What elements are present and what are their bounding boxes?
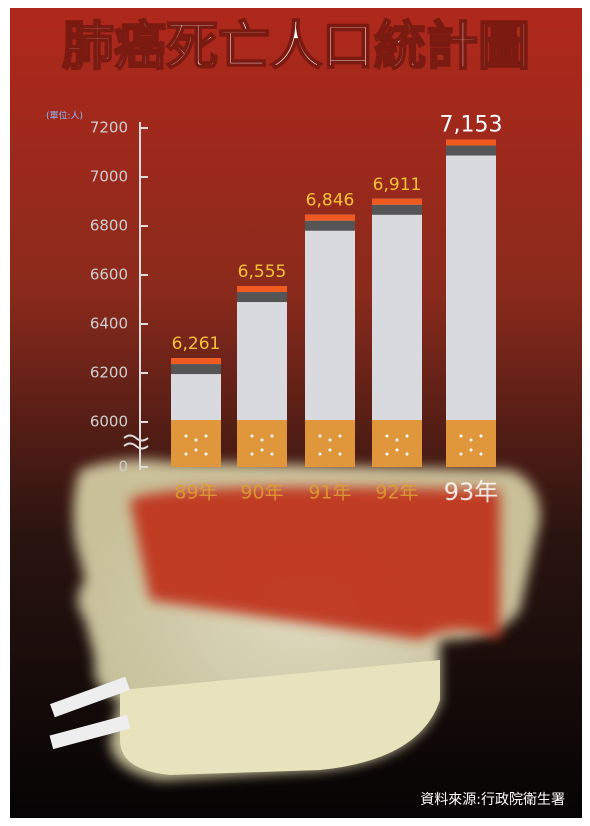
value-label: 6,555 [238, 262, 287, 282]
filter-dot [385, 434, 389, 438]
bar-ash-band [171, 364, 221, 375]
bar-ash-band [446, 145, 496, 156]
filter-dot [459, 452, 463, 456]
filter-dot [405, 434, 409, 438]
y-tick-label: 6400 [90, 315, 128, 333]
bar-filter [446, 420, 496, 467]
bar-filter [171, 420, 221, 467]
y-tick-label: 6600 [90, 266, 128, 284]
bar-tip [305, 214, 355, 221]
filter-dot [338, 452, 342, 456]
filter-dot [318, 434, 322, 438]
filter-dot [469, 438, 473, 442]
y-tick-label: 6200 [90, 364, 128, 382]
filter-dot [328, 438, 332, 442]
value-label: 6,261 [172, 334, 221, 354]
y-tick-label: 7200 [90, 119, 128, 137]
filter-dot [194, 448, 198, 452]
axis-break [123, 434, 149, 450]
bar-tip [171, 358, 221, 365]
y-tick-label: 0 [118, 458, 128, 476]
value-label: 6,911 [373, 175, 422, 195]
bar-filter [372, 420, 422, 467]
bar-ash-band [372, 204, 422, 215]
filter-dot [184, 434, 188, 438]
filter-dot [459, 434, 463, 438]
filter-dot [405, 452, 409, 456]
filter-dot [204, 434, 208, 438]
y-tick-label: 7000 [90, 168, 128, 186]
skull-illustration [49, 459, 540, 780]
y-tick-label: 6000 [90, 413, 128, 431]
bar-tip [372, 198, 422, 205]
unit-label: (單位:人) [46, 110, 83, 122]
x-tick-label: 92年 [375, 482, 418, 504]
filter-dot [385, 452, 389, 456]
x-tick-label: 93年 [444, 478, 499, 506]
bar-ash-band [237, 292, 287, 303]
y-tick-label: 6800 [90, 217, 128, 235]
x-tick-label: 91年 [308, 482, 351, 504]
filter-dot [469, 448, 473, 452]
bar-tip [237, 286, 287, 293]
filter-dot [338, 434, 342, 438]
filter-dot [250, 434, 254, 438]
filter-dot [194, 438, 198, 442]
filter-dot [270, 452, 274, 456]
filter-dot [395, 448, 399, 452]
filter-dot [328, 448, 332, 452]
filter-dot [184, 452, 188, 456]
filter-dot [318, 452, 322, 456]
filter-dot [479, 434, 483, 438]
bar [446, 139, 496, 467]
x-tick-label: 89年 [174, 482, 217, 504]
filter-dot [260, 448, 264, 452]
value-label: 6,846 [306, 191, 355, 211]
bar-filter [237, 420, 287, 467]
bar-ash-band [305, 220, 355, 231]
x-tick-label: 90年 [240, 482, 283, 504]
chart-title: 肺癌死亡人口統計圖 [62, 17, 530, 77]
source: 資料來源:行政院衛生署 [420, 792, 565, 808]
filter-dot [270, 434, 274, 438]
bar-filter [305, 420, 355, 467]
filter-dot [260, 438, 264, 442]
value-label: 7,153 [440, 113, 503, 138]
bar-tip [446, 139, 496, 146]
filter-dot [395, 438, 399, 442]
filter-dot [479, 452, 483, 456]
filter-dot [204, 452, 208, 456]
filter-dot [250, 452, 254, 456]
